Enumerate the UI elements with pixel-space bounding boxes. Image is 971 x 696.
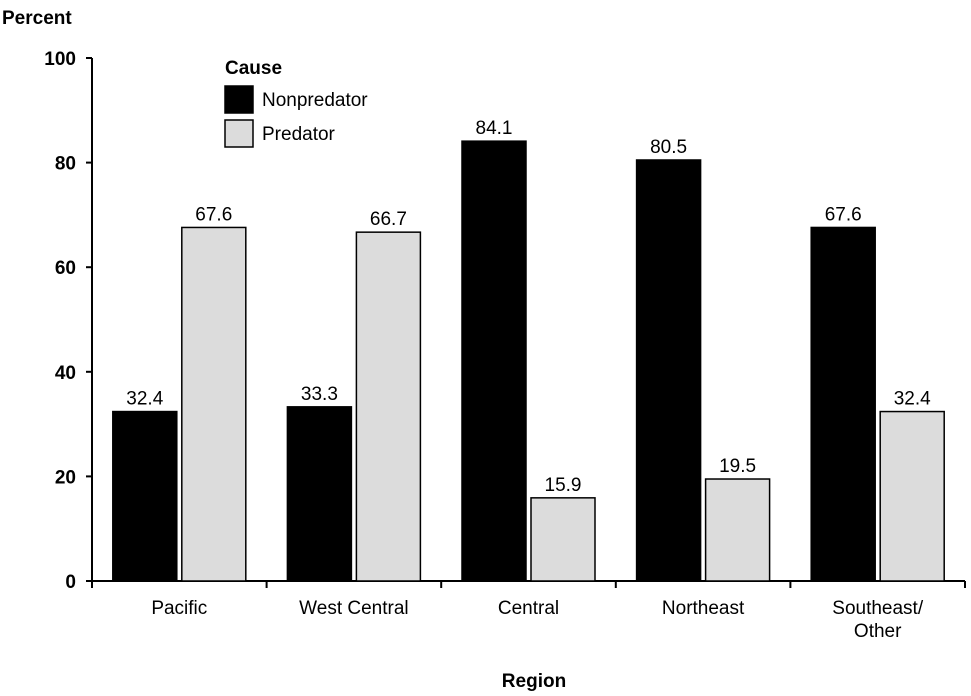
- x-axis: [91, 580, 966, 588]
- y-tick-label: 40: [55, 363, 76, 384]
- bar-predator: [530, 497, 596, 582]
- x-tick-label: Other: [854, 621, 902, 642]
- y-tick-label: 100: [44, 49, 76, 70]
- data-label: 19.5: [719, 456, 756, 477]
- x-tick-label: Southeast/: [832, 598, 924, 619]
- data-labels-group: 32.4 67.6 33.3 66.7 84.1 15.9 80.5 19.5 67.6 32.4: [126, 118, 931, 496]
- y-axis: 0 20 40 60 80 100: [44, 49, 93, 593]
- data-label: 32.4: [126, 389, 163, 410]
- bar-nonpredator: [286, 406, 353, 582]
- bar-predator: [704, 478, 771, 582]
- bars-group: [112, 140, 945, 582]
- bar-nonpredator: [635, 159, 702, 582]
- legend: Cause Nonpredator Predator: [224, 58, 368, 148]
- data-label: 33.3: [301, 384, 338, 405]
- bar-nonpredator: [461, 140, 527, 582]
- legend-title: Cause: [225, 58, 282, 79]
- data-label: 80.5: [650, 137, 687, 158]
- data-label: 66.7: [370, 209, 407, 230]
- legend-swatch-nonpredator: [224, 85, 254, 114]
- data-label: 67.6: [825, 204, 862, 225]
- bar-nonpredator: [112, 410, 178, 582]
- legend-swatch-predator: [224, 119, 254, 148]
- bar-nonpredator: [810, 226, 876, 582]
- x-tick-label: Central: [498, 598, 559, 619]
- y-tick-label: 20: [55, 467, 76, 488]
- x-tick-labels-group: Pacific West Central Central Northeast South…: [151, 598, 924, 642]
- y-tick-label: 0: [65, 572, 76, 593]
- data-label: 15.9: [545, 475, 582, 496]
- data-label: 32.4: [894, 389, 931, 410]
- data-label: 84.1: [476, 118, 513, 139]
- data-label: 67.6: [195, 204, 232, 225]
- y-tick-label: 80: [55, 154, 76, 175]
- bar-predator: [879, 410, 945, 582]
- x-tick-label: Pacific: [151, 598, 207, 619]
- legend-label-predator: Predator: [262, 124, 336, 145]
- bar-predator: [355, 231, 422, 582]
- bar-predator: [181, 226, 247, 582]
- y-axis-title: Percent: [2, 8, 72, 29]
- x-tick-label: West Central: [299, 598, 408, 619]
- x-tick-label: Northeast: [662, 598, 745, 619]
- x-axis-title: Region: [502, 671, 566, 692]
- y-tick-label: 60: [55, 258, 76, 279]
- legend-label-nonpredator: Nonpredator: [262, 90, 368, 111]
